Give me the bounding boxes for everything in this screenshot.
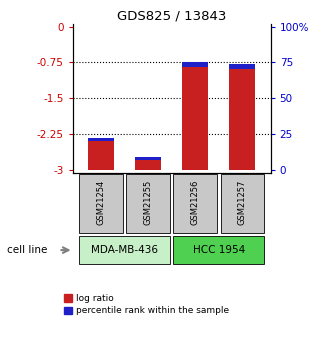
Text: GSM21254: GSM21254 (96, 180, 105, 225)
FancyBboxPatch shape (221, 174, 264, 233)
Text: GSM21257: GSM21257 (238, 180, 247, 225)
FancyBboxPatch shape (79, 174, 122, 233)
Bar (88, 138, 114, 141)
Text: cell line: cell line (7, 245, 47, 255)
Bar (229, 69, 255, 170)
Text: GSM21255: GSM21255 (144, 180, 152, 225)
Text: HCC 1954: HCC 1954 (193, 245, 245, 255)
FancyBboxPatch shape (126, 174, 170, 233)
FancyBboxPatch shape (174, 174, 217, 233)
Legend: log ratio, percentile rank within the sample: log ratio, percentile rank within the sa… (64, 294, 229, 315)
Bar (135, 160, 161, 170)
FancyBboxPatch shape (79, 236, 170, 264)
Bar (182, 62, 208, 67)
Bar (88, 141, 114, 170)
Bar (229, 64, 255, 69)
Bar (182, 67, 208, 170)
Text: GSM21256: GSM21256 (191, 180, 200, 225)
FancyBboxPatch shape (174, 236, 264, 264)
Text: MDA-MB-436: MDA-MB-436 (91, 245, 158, 255)
Bar (135, 157, 161, 160)
Title: GDS825 / 13843: GDS825 / 13843 (117, 10, 226, 23)
